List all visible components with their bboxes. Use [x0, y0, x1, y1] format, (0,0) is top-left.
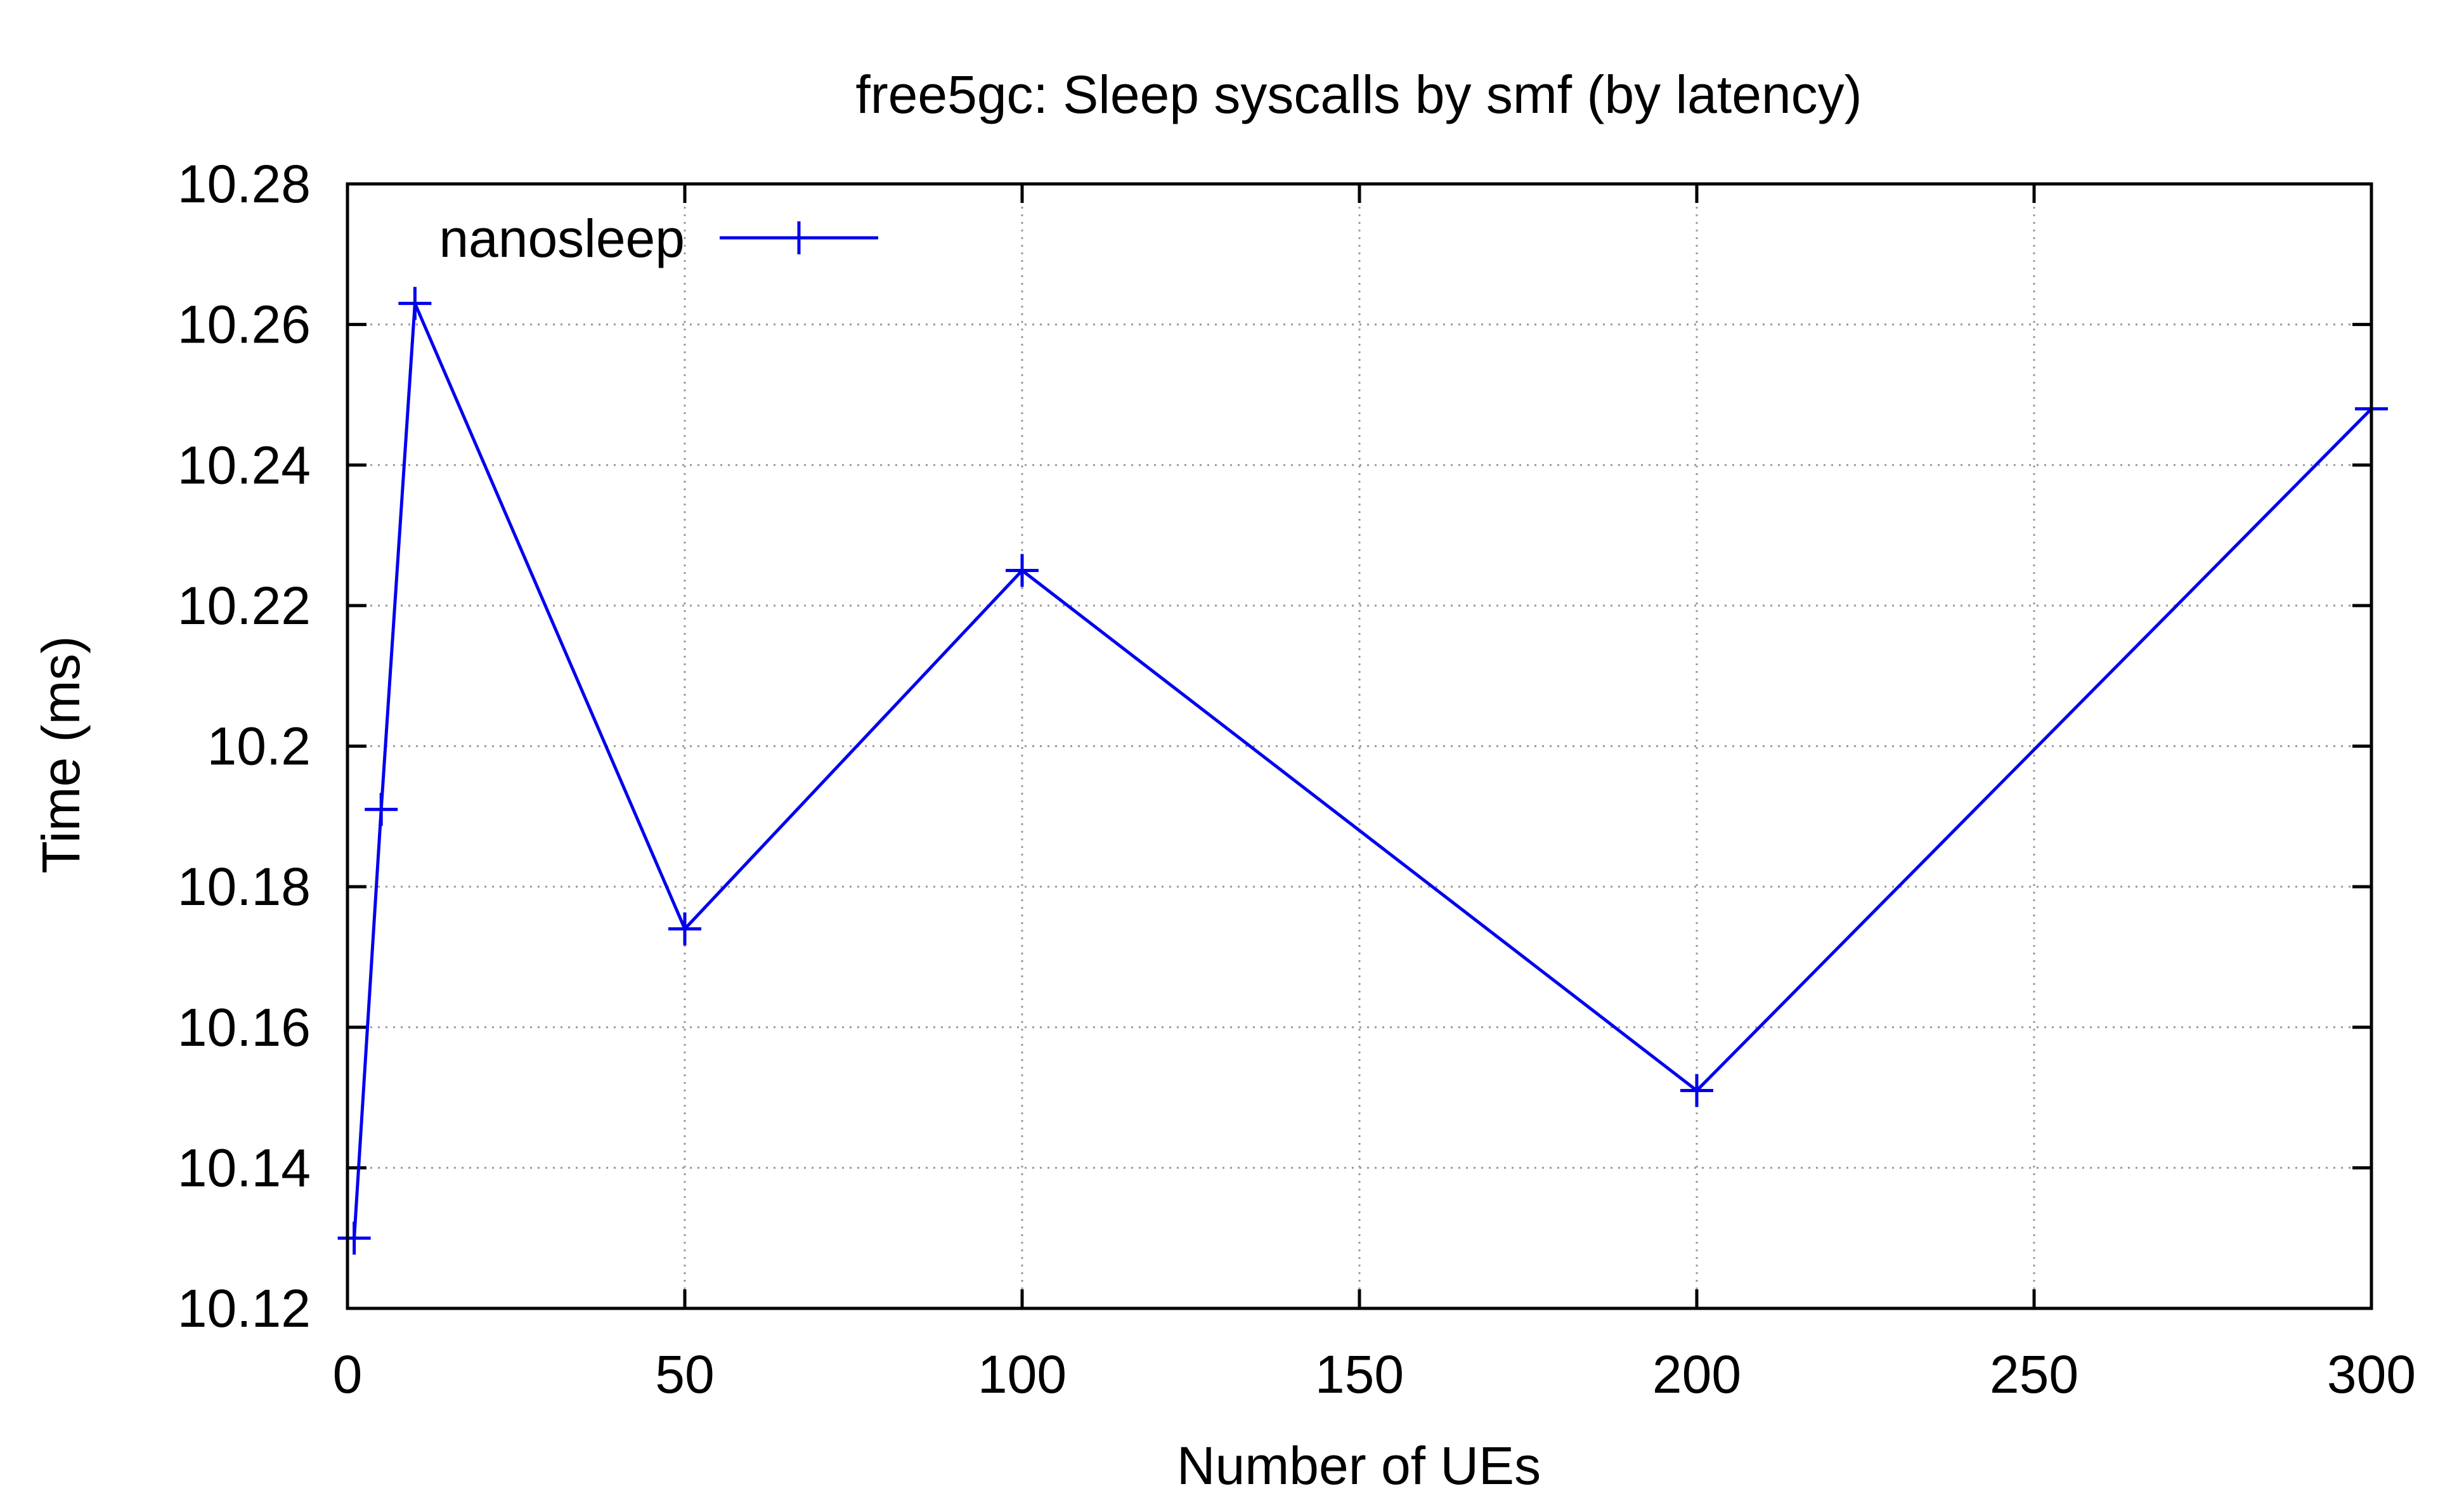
chart-title: free5gc: Sleep syscalls by smf (by laten… [855, 65, 1862, 124]
x-tick-label: 100 [978, 1345, 1067, 1404]
grid-lines [347, 184, 2371, 1308]
data-point-nanosleep [398, 287, 432, 320]
y-tick-label: 10.26 [178, 295, 311, 355]
plot-frame [346, 182, 2373, 1310]
y-tick-label: 10.2 [207, 717, 311, 776]
y-tick-labels: 10.12 10.14 10.16 10.18 10.2 10.22 10.24 10.26 1… [178, 154, 311, 1338]
x-axis-label: Number of UEs [1177, 1436, 1541, 1495]
y-tick-label: 10.28 [178, 154, 311, 214]
y-tick-label: 10.16 [178, 998, 311, 1057]
y-tick-label: 10.24 [178, 435, 311, 495]
x-tick-label: 300 [2327, 1345, 2416, 1404]
y-tick-label: 10.22 [178, 576, 311, 635]
x-tick-label: 150 [1315, 1345, 1404, 1404]
legend-marker-nanosleep [782, 221, 815, 254]
y-tick-label: 10.14 [178, 1138, 311, 1197]
data-point-nanosleep [1680, 1074, 1713, 1107]
y-axis-label: Time (ms) [31, 636, 91, 874]
y-tick-label: 10.18 [178, 857, 311, 916]
data-point-nanosleep [1006, 554, 1039, 587]
data-point-nanosleep [337, 1221, 371, 1255]
data-point-nanosleep [365, 793, 398, 826]
x-tick-labels: 0 50 100 150 200 250 300 [333, 1345, 2416, 1404]
y-tick-label: 10.12 [178, 1279, 311, 1338]
legend-label-nanosleep: nanosleep [439, 209, 685, 268]
data-point-nanosleep [668, 912, 701, 946]
series-line-nanosleep [353, 303, 2373, 1239]
x-tick-label: 0 [333, 1345, 363, 1404]
legend: nanosleep [439, 209, 878, 268]
x-tick-label: 200 [1652, 1345, 1741, 1404]
series-layer [337, 287, 2388, 1255]
x-tick-label: 50 [655, 1345, 714, 1404]
x-tick-label: 250 [1990, 1345, 2078, 1404]
